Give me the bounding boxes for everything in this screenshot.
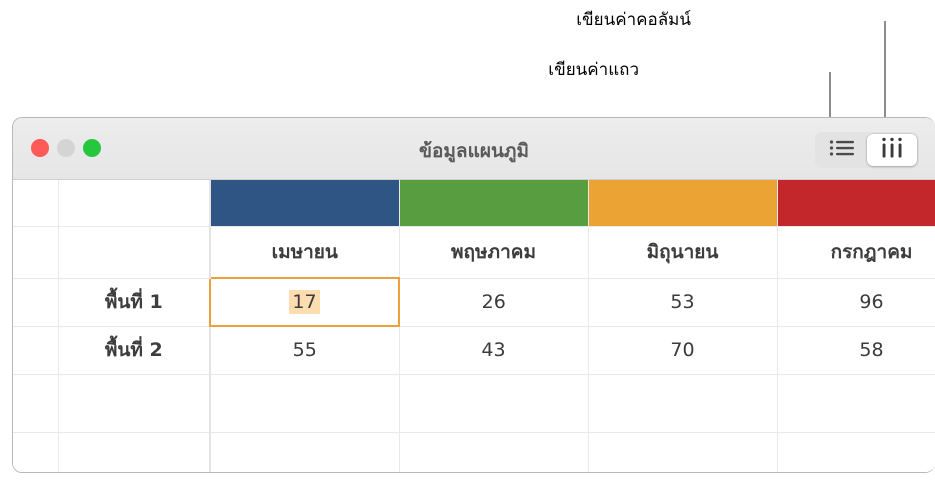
color-swatch-red [777,180,935,226]
zoom-button[interactable] [83,139,101,157]
column-header-june[interactable]: มิถุนายน [587,226,778,279]
corner-gutter-cell[interactable] [13,180,59,227]
row-gutter-cell-1[interactable] [13,278,59,327]
empty-cell-july[interactable] [776,374,935,433]
column-header-may[interactable]: พฤษภาคม [398,226,589,279]
series-color-row-label-cell[interactable] [57,180,211,227]
cell-region2-may[interactable]: 43 [398,326,589,375]
footer-row-label-cell[interactable] [57,432,211,472]
column-header-july[interactable]: กรกฎาคม [776,226,935,279]
chart-data-window: ข้อมูลแผนภูมิ [12,117,935,473]
footer-cell-june[interactable] [587,432,778,472]
column-header-april[interactable]: เมษายน [209,226,400,279]
empty-row-label-cell[interactable] [57,374,211,433]
minimize-button[interactable] [57,139,75,157]
cell-region1-july[interactable]: 96 [776,278,935,327]
table-footer-row [13,432,935,472]
color-swatch-green [399,180,588,226]
selected-cell-value: 17 [289,290,320,314]
series-color-cell-april[interactable] [209,180,400,227]
color-swatch-blue [211,180,399,226]
row-label-region-1[interactable]: พื้นที่ 1 [57,278,211,327]
header-gutter-cell[interactable] [13,226,59,279]
cell-region2-april[interactable]: 55 [209,326,400,375]
close-button[interactable] [31,139,49,157]
cell-region2-july[interactable]: 58 [776,326,935,375]
table-row: พื้นที่ 2 55 43 70 58 [13,326,935,375]
cell-region1-april[interactable]: 17 [209,277,400,327]
header-corner-cell[interactable] [57,226,211,279]
series-color-cell-july[interactable] [776,180,935,227]
row-gutter-cell-2[interactable] [13,326,59,375]
footer-cell-july[interactable] [776,432,935,472]
empty-gutter-cell[interactable] [13,374,59,433]
series-color-cell-june[interactable] [587,180,778,227]
row-label-region-2[interactable]: พื้นที่ 2 [57,326,211,375]
footer-cell-april[interactable] [209,432,400,472]
empty-cell-may[interactable] [398,374,589,433]
color-swatch-orange [588,180,777,226]
list-rows-icon [829,139,855,161]
callout-leader-line-column [884,21,886,137]
empty-cell-june[interactable] [587,374,778,433]
footer-gutter-cell[interactable] [13,432,59,472]
cell-region2-june[interactable]: 70 [587,326,778,375]
series-color-cell-may[interactable] [398,180,589,227]
footer-cell-may[interactable] [398,432,589,472]
plot-orientation-segmented-control [815,132,919,168]
traffic-light-buttons [31,139,101,157]
table-row: พื้นที่ 1 17 26 53 96 [13,277,935,327]
empty-cell-april[interactable] [209,374,400,433]
plot-column-values-button[interactable] [867,134,917,166]
callout-leader-line-row [829,72,831,137]
cell-region1-june[interactable]: 53 [587,278,778,327]
column-header-row: เมษายน พฤษภาคม มิถุนายน กรกฎาคม [13,226,935,279]
series-color-row [13,180,935,227]
plot-row-values-button[interactable] [817,134,867,166]
window-titlebar: ข้อมูลแผนภูมิ [13,118,935,180]
callout-label-plot-row-values: เขียนค่าแถว [548,60,639,80]
cell-region1-may[interactable]: 26 [398,278,589,327]
chart-data-table[interactable]: เมษายน พฤษภาคม มิถุนายน กรกฎาคม พื้นที่ … [13,180,935,472]
callout-label-plot-column-values: เขียนค่าคอลัมน์ [576,10,691,30]
empty-table-row [13,374,935,433]
columns-bars-icon [880,137,904,163]
window-title: ข้อมูลแผนภูมิ [419,140,529,162]
